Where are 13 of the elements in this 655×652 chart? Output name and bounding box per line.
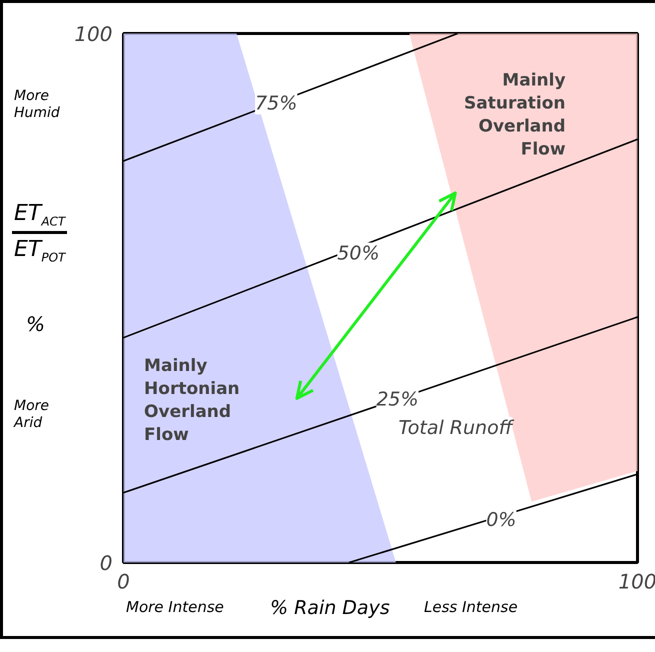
text: More Humid	[14, 88, 60, 122]
annotation: 75%	[255, 92, 298, 114]
annotation: 25%	[376, 388, 419, 411]
annotation: 50%	[337, 242, 380, 265]
text: ET$_{ACT}$ ET$_{POT}$ %	[14, 201, 66, 336]
annotation: 0%	[486, 509, 516, 532]
annotation: Mainly Hortonian Overland Flow	[144, 356, 240, 446]
text: More Arid	[14, 398, 50, 432]
x-axis-title: % Rain Days	[270, 596, 390, 621]
annotation: Mainly Saturation Overland Flow	[464, 70, 566, 160]
text: Less Intense	[424, 597, 518, 618]
annotation: Total Runoff	[398, 417, 515, 440]
text: More Intense	[126, 597, 224, 618]
